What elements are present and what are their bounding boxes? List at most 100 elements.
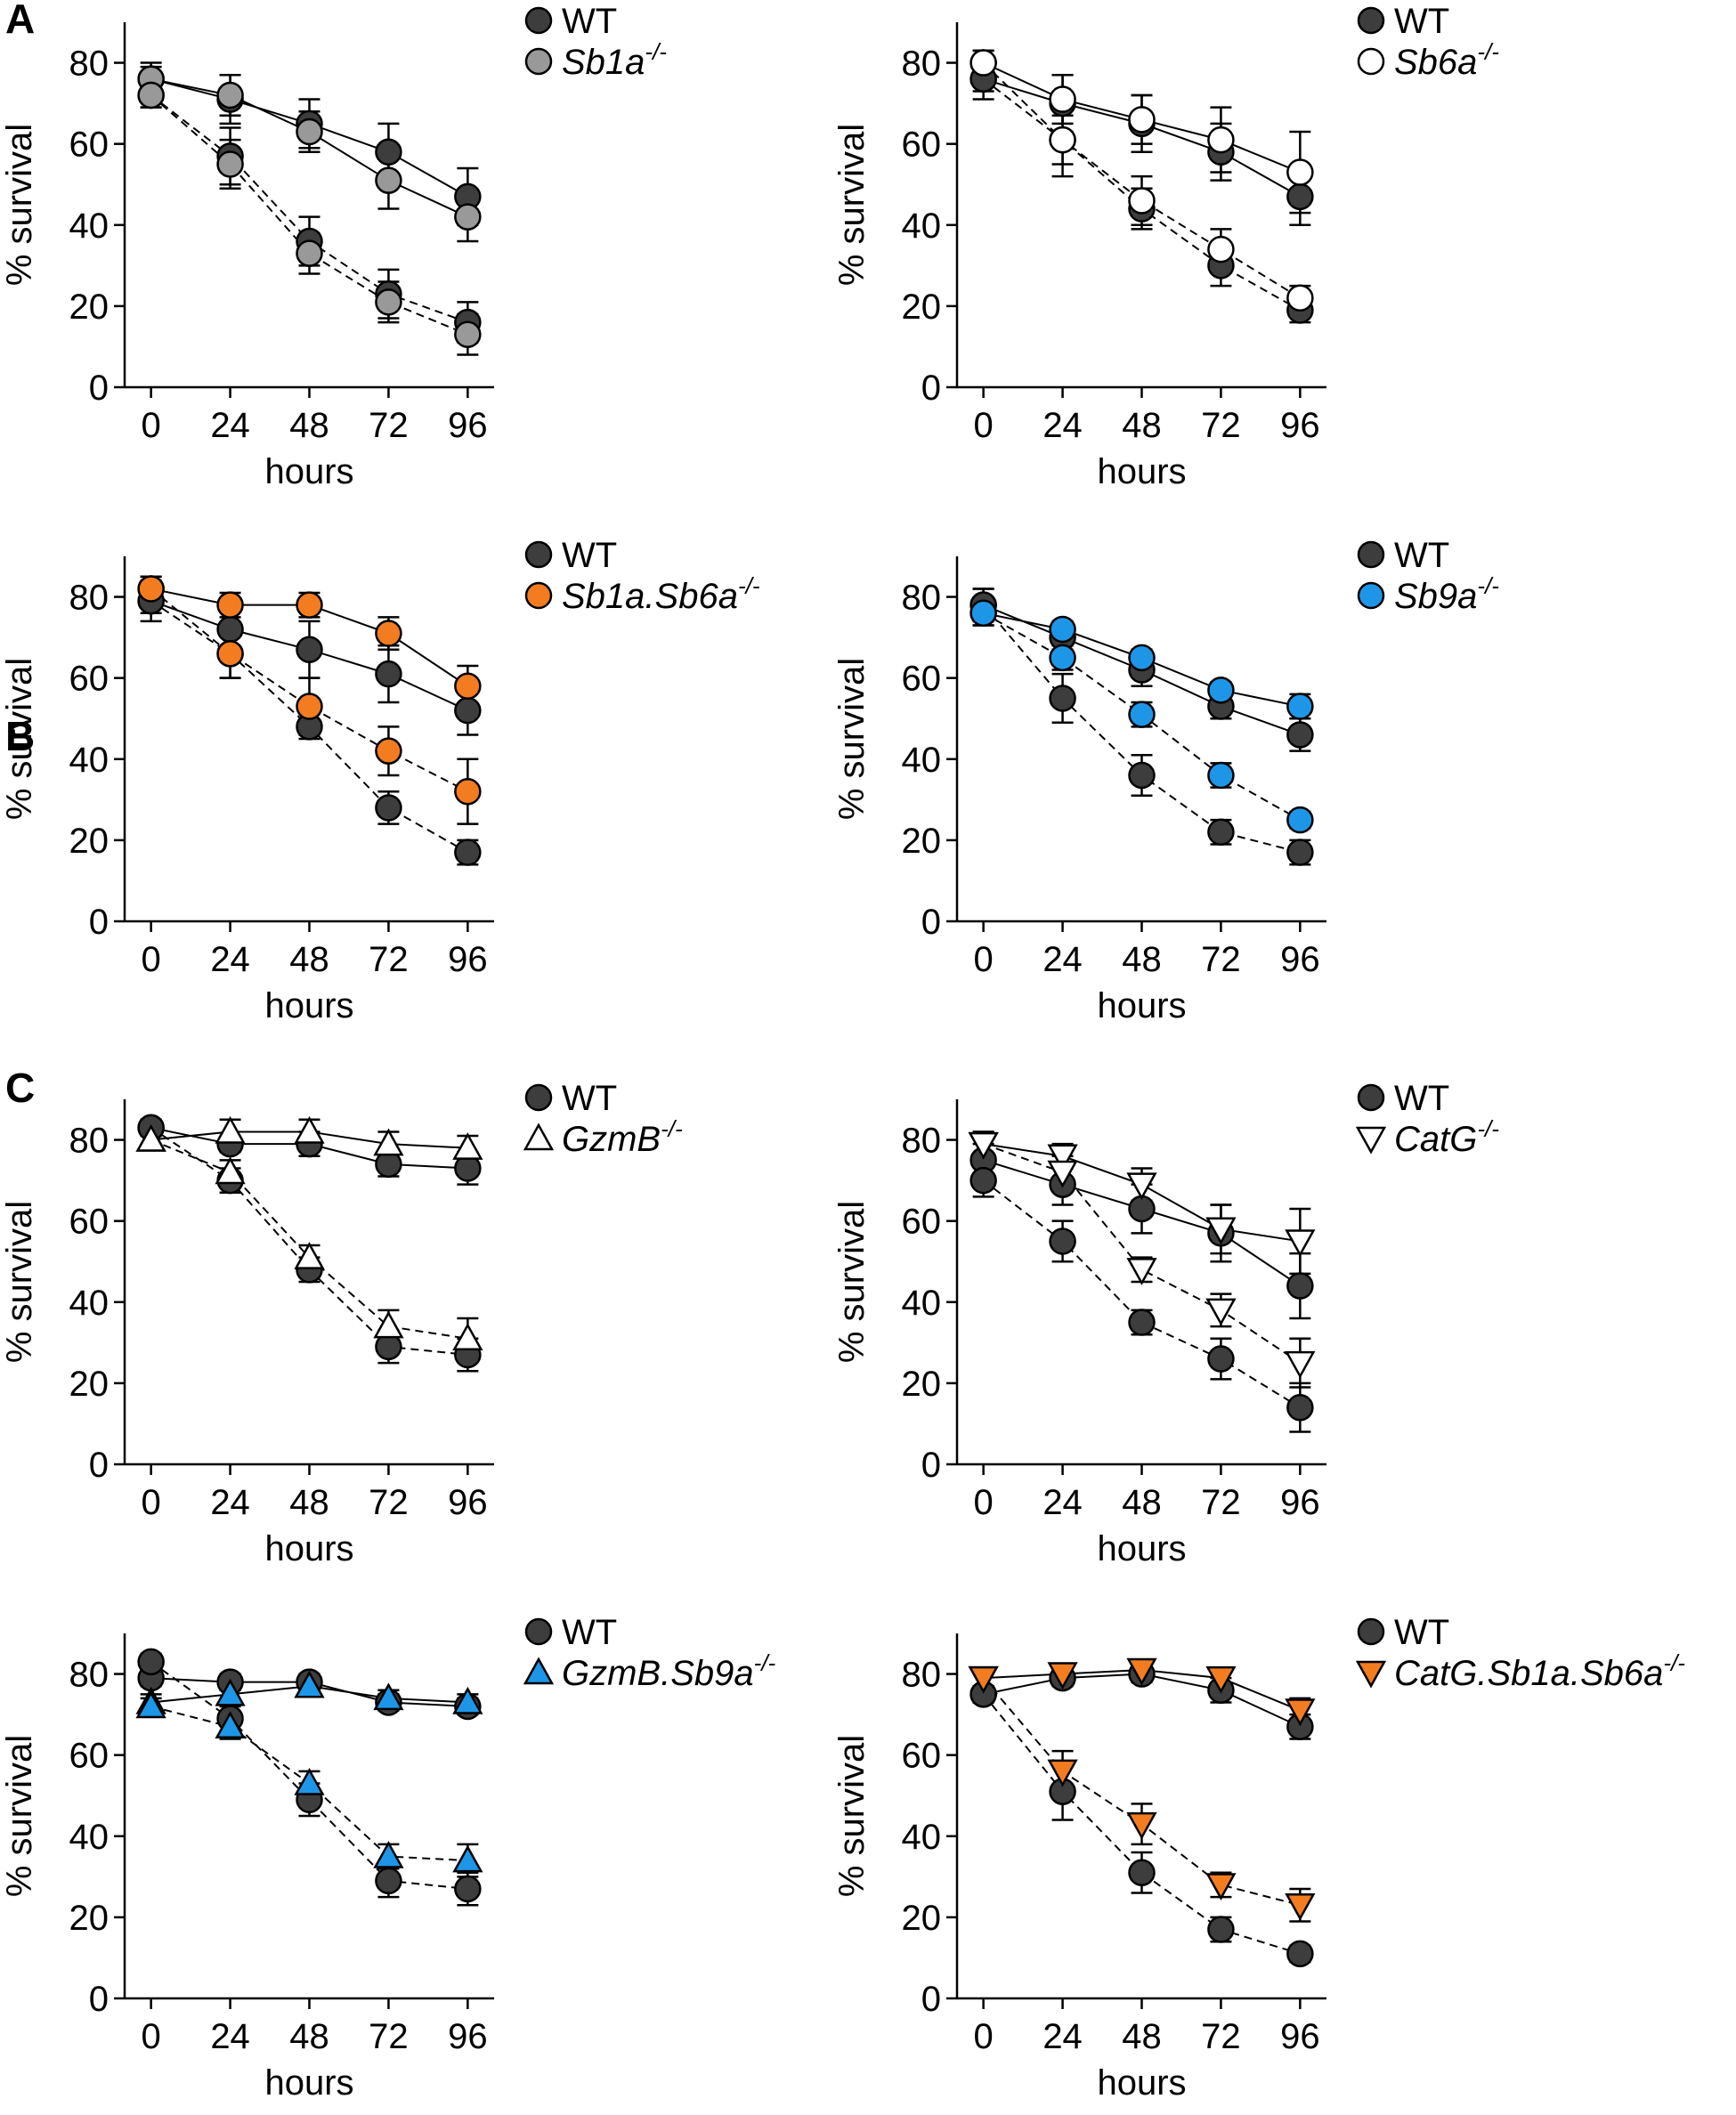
data-point [294,1670,325,1698]
legend-label: CatG-/- [1394,1115,1499,1159]
x-tick-label: 48 [1122,406,1162,445]
data-point [1207,126,1235,154]
data-point [1286,284,1314,312]
x-axis-title: hours [264,986,353,1025]
y-tick-label: 60 [902,126,942,165]
x-tick-label: 96 [1280,406,1320,445]
x-axis-title: hours [264,2063,353,2103]
x-axis-title: hours [1097,1529,1186,1568]
y-tick-label: 40 [902,1284,942,1323]
legend-label: WT [562,536,617,575]
x-tick-label: 72 [1201,406,1241,445]
x-axis-title: hours [1097,986,1186,1025]
x-tick-label: 96 [1280,2017,1320,2056]
x-tick-label: 24 [210,406,250,445]
x-tick-label: 96 [448,940,488,979]
data-point [1285,1892,1316,1921]
chart-1: 0 20 40 60 80 0 24 48 72 96 hours % survival WTSb1a-… [0,2,667,491]
y-tick-label: 0 [921,369,941,408]
x-tick-label: 72 [369,1483,409,1522]
chart-8: 0 20 40 60 80 0 24 48 72 96 hours % survival WTCatG.… [832,1613,1685,2103]
data-point [1286,806,1314,834]
y-tick-label: 20 [902,822,942,861]
data-point [375,660,402,688]
panel-letter-a: A [5,0,36,42]
data-point [1285,1350,1316,1379]
x-tick-label: 72 [1201,1483,1241,1522]
legend-marker [1355,1126,1387,1155]
chart-5: 0 20 40 60 80 0 24 48 72 96 hours % survival WTGzmB-… [0,1079,683,1568]
data-point [294,1242,325,1269]
data-point [294,1115,325,1144]
x-tick-label: 24 [1042,2017,1083,2056]
y-tick-label: 40 [902,1818,942,1857]
data-point [1049,1228,1076,1255]
x-tick-label: 96 [448,1483,488,1522]
y-tick-label: 0 [89,1980,109,2019]
x-tick-label: 24 [210,1483,250,1522]
data-point [216,150,244,178]
data-point [1049,644,1076,672]
y-tick-label: 60 [902,1203,942,1242]
y-tick-label: 0 [89,1446,109,1485]
y-tick-label: 60 [902,660,942,699]
y-tick-label: 80 [69,1656,110,1695]
y-tick-label: 60 [69,1203,110,1242]
data-point [1286,1393,1314,1422]
legend-label: GzmB.Sb9a-/- [562,1649,776,1693]
data-point [375,166,402,194]
data-point [373,1310,404,1339]
data-point [1128,1859,1156,1887]
data-point [375,288,402,316]
x-tick-label: 72 [369,940,409,979]
legend-marker [1357,581,1385,610]
data-point [215,1678,246,1706]
x-tick-label: 0 [142,406,161,445]
x-tick-label: 0 [142,1483,161,1522]
data-point [1126,1811,1157,1840]
legend-label: Sb6a-/- [1394,38,1499,82]
data-point [1286,1272,1314,1300]
y-tick-label: 40 [902,207,942,246]
y-axis-title: % survival [0,1201,39,1363]
data-point [454,839,482,866]
data-point [296,239,323,267]
data-point [1049,615,1076,644]
y-tick-label: 20 [69,1899,110,1938]
x-tick-label: 72 [369,406,409,445]
data-point [375,794,402,822]
legend-label: Sb1a-/- [562,38,667,82]
data-point [137,81,165,109]
chart-4: 0 20 40 60 80 0 24 48 72 96 hours % survival WTSb9a-… [832,536,1499,1025]
y-tick-label: 40 [69,741,110,780]
y-tick-label: 20 [902,288,942,327]
series-line [982,604,1301,854]
y-tick-label: 80 [902,579,942,618]
data-point [1285,1698,1316,1727]
legend-marker [523,1657,555,1685]
data-point [1207,818,1235,847]
legend-label: Sb1a.Sb6a-/- [562,572,760,616]
legend-label: WT [562,2,617,41]
data-point [454,777,482,806]
data-point [373,1682,404,1711]
x-tick-label: 0 [974,1483,994,1522]
data-point [968,1665,999,1694]
data-point [1205,1217,1237,1245]
y-tick-label: 0 [921,1446,941,1485]
legend-label: GzmB-/- [562,1115,683,1159]
data-point [1286,1940,1314,1968]
legend-label: CatG.Sb1a.Sb6a-/- [1394,1649,1685,1693]
y-tick-label: 40 [69,1284,110,1323]
series-line [150,588,468,793]
series-line [150,94,468,336]
x-tick-label: 0 [974,940,994,979]
y-tick-label: 80 [902,45,942,84]
data-point [1207,235,1235,263]
data-point [1047,1144,1078,1172]
data-point [454,320,482,349]
data-point [454,203,482,231]
data-point [454,672,482,701]
data-point [373,1128,404,1156]
